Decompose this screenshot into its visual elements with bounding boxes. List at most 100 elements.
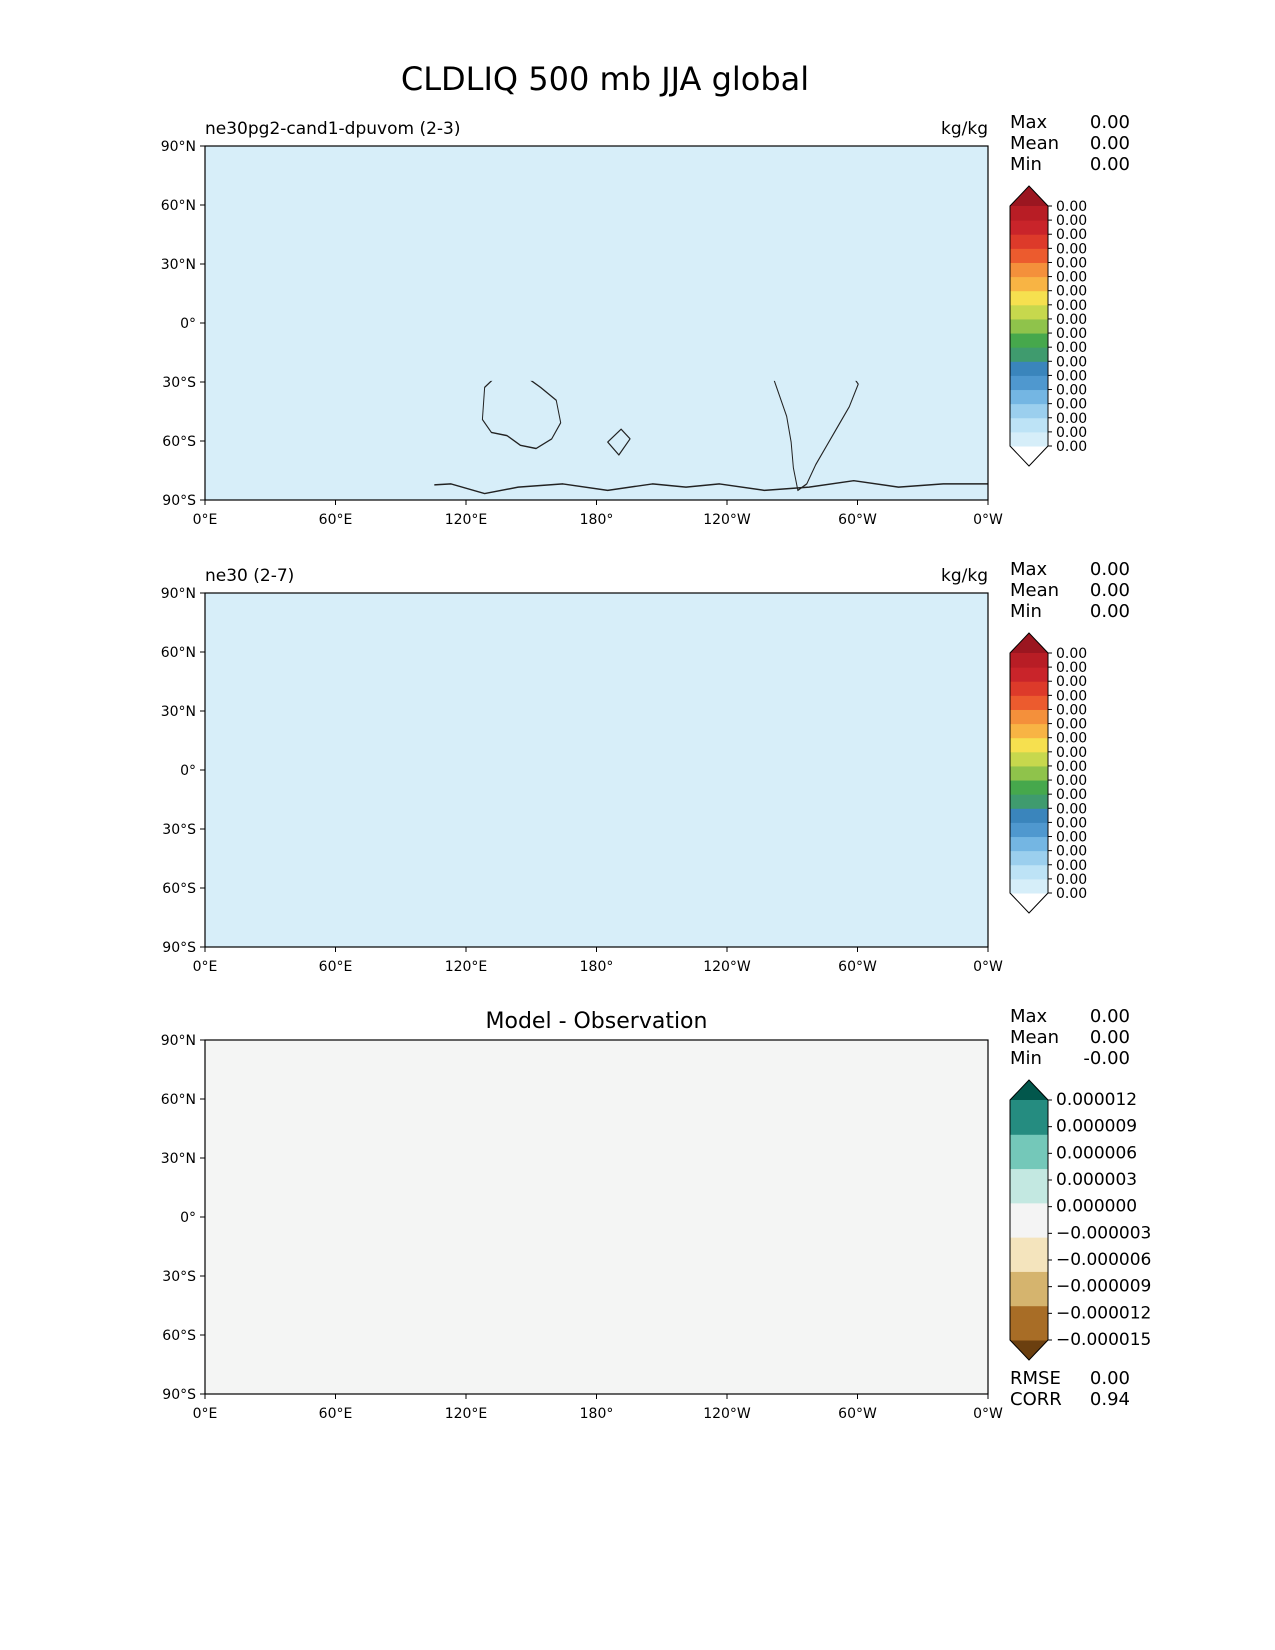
colorbar-tick-label: 0.00 — [1056, 199, 1087, 215]
colorbar-segment — [1010, 276, 1048, 292]
lat-tick-label: 0° — [180, 1210, 196, 1226]
colorbar-segment — [1010, 1134, 1048, 1170]
metric-label: CORR — [1010, 1389, 1062, 1410]
colorbar-segment — [1010, 347, 1048, 362]
colorbar-segment — [1010, 234, 1048, 249]
lon-tick-label: 60°W — [838, 959, 877, 975]
lon-tick-label: 0°W — [973, 1406, 1003, 1422]
panels: 90°N 60°N 30°N 0° 30°S 60°S 90°S 0°E 60°E 120°E 18… — [161, 112, 1152, 1422]
colorbar-segment — [1010, 737, 1048, 753]
panel-title: ne30 (2-7) — [205, 566, 294, 586]
colorbar-tick-label: 0.00 — [1056, 270, 1087, 286]
colorbar-segment — [1010, 836, 1048, 852]
colorbar-segment — [1010, 1100, 1048, 1135]
lat-tick-label: 90°N — [161, 586, 196, 602]
stat-label: Mean — [1010, 580, 1059, 601]
lat-tick-label: 60°N — [161, 645, 196, 661]
lon-tick-label: 60°E — [319, 512, 353, 528]
lon-tick-label: 120°E — [445, 512, 488, 528]
lon-tick-label: 0°E — [193, 959, 218, 975]
colorbar-extend-min — [1010, 893, 1048, 913]
colorbar-tick-label: 0.00 — [1056, 858, 1087, 874]
colorbar-tick-label: 0.00 — [1056, 745, 1087, 761]
colorbar-tick-label: 0.00 — [1056, 801, 1087, 817]
colorbar-tick-label: 0.00 — [1056, 425, 1087, 441]
lat-tick-label: 0° — [180, 763, 196, 779]
colorbar-segment — [1010, 220, 1048, 235]
stat-label: Mean — [1010, 1027, 1059, 1048]
stat-value: -0.00 — [1083, 1048, 1130, 1069]
lat-tick-label: 30°S — [162, 375, 196, 391]
colorbar-segment — [1010, 653, 1048, 668]
colorbar-segment — [1010, 262, 1048, 278]
metric-value: 0.00 — [1090, 1368, 1130, 1389]
colorbar-tick-label: 0.00 — [1056, 383, 1087, 399]
lat-tick-label: 90°N — [161, 1033, 196, 1049]
colorbar-segment — [1010, 695, 1048, 710]
lon-tick-label: 60°W — [838, 512, 877, 528]
colorbar: 0.000.000.000.000.000.000.000.000.000.00… — [1009, 632, 1087, 914]
map-background — [205, 146, 988, 500]
colorbar-segment — [1010, 290, 1048, 306]
stat-label: Min — [1010, 154, 1042, 175]
stat-value: 0.00 — [1090, 154, 1130, 175]
lon-tick-label: 60°E — [319, 1406, 353, 1422]
colorbar-segment — [1010, 1305, 1048, 1341]
lon-tick-label: 120°E — [445, 959, 488, 975]
colorbar-segment — [1010, 403, 1048, 419]
lat-tick-label: 0° — [180, 316, 196, 332]
lat-tick-label: 60°N — [161, 1092, 196, 1108]
stat-label: Max — [1010, 1006, 1048, 1027]
colorbar-segment — [1010, 751, 1048, 767]
lon-tick-label: 120°W — [703, 1406, 751, 1422]
colorbar-tick-label: 0.00 — [1056, 326, 1087, 342]
colorbar-segment — [1010, 681, 1048, 696]
metric-label: RMSE — [1010, 1368, 1061, 1389]
lon-tick-label: 60°E — [319, 959, 353, 975]
lat-tick-label: 90°S — [162, 1387, 196, 1403]
colorbar-tick-label: 0.00 — [1056, 340, 1087, 356]
metric-value: 0.94 — [1090, 1389, 1130, 1410]
stat-value: 0.00 — [1090, 1006, 1130, 1027]
colorbar: 0.000.000.000.000.000.000.000.000.000.00… — [1009, 185, 1087, 467]
colorbar-segment — [1010, 723, 1048, 739]
colorbar-segment — [1010, 878, 1048, 894]
colorbar-extend-max — [1010, 186, 1048, 206]
colorbar-tick-label: 0.00 — [1056, 284, 1087, 300]
lat-tick-label: 90°N — [161, 139, 196, 155]
colorbar-tick-label: 0.00 — [1056, 844, 1087, 860]
lat-tick-label: 30°N — [161, 1151, 196, 1167]
colorbar-segment — [1010, 808, 1048, 823]
colorbar-segment — [1010, 389, 1048, 405]
colorbar-segment — [1010, 318, 1048, 334]
lat-tick-label: 90°S — [162, 493, 196, 509]
colorbar-tick-label: 0.00 — [1056, 688, 1087, 704]
lon-tick-label: 180° — [580, 512, 614, 528]
map-background — [205, 593, 988, 947]
colorbar-tick-label: 0.00 — [1056, 213, 1087, 229]
stat-value: 0.00 — [1090, 112, 1130, 133]
stat-label: Max — [1010, 112, 1048, 133]
colorbar-tick-label: 0.00 — [1056, 646, 1087, 662]
colorbar-segment — [1010, 667, 1048, 682]
colorbar-extend-max — [1010, 1080, 1048, 1100]
colorbar-segment — [1010, 304, 1048, 320]
colorbar-tick-label: −0.000015 — [1056, 1330, 1151, 1350]
colorbar-segment — [1010, 206, 1048, 221]
panel-1: 90°N 60°N 30°N 0° 30°S 60°S 90°S 0°E 60°E 120°E 18… — [161, 112, 1130, 528]
colorbar-tick-label: 0.00 — [1056, 717, 1087, 733]
colorbar-tick-label: 0.00 — [1056, 872, 1087, 888]
lon-tick-label: 120°E — [445, 1406, 488, 1422]
colorbar-tick-label: 0.000012 — [1056, 1090, 1137, 1110]
lon-tick-label: 180° — [580, 1406, 614, 1422]
stat-value: 0.00 — [1090, 559, 1130, 580]
map-background — [205, 1040, 988, 1394]
stat-value: 0.00 — [1090, 133, 1130, 154]
colorbar-segment — [1010, 864, 1048, 880]
colorbar-segment — [1010, 1237, 1048, 1272]
colorbar-tick-label: 0.00 — [1056, 674, 1087, 690]
colorbar-tick-label: 0.000006 — [1056, 1143, 1137, 1163]
stat-value: 0.00 — [1090, 601, 1130, 622]
colorbar-tick-label: −0.000009 — [1056, 1277, 1151, 1297]
colorbar-tick-label: 0.00 — [1056, 368, 1087, 384]
